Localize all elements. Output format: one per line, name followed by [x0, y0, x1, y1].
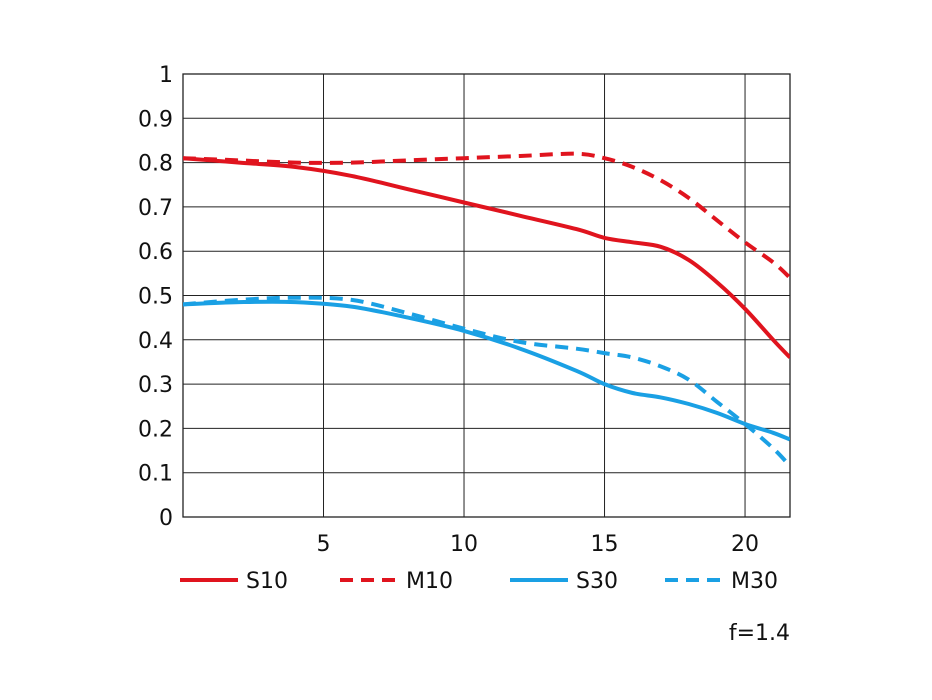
y-tick-label: 1: [159, 63, 173, 88]
series-line-s30: [183, 299, 790, 442]
legend-label-m30: M30: [731, 569, 778, 594]
y-tick-label: 0.4: [138, 329, 173, 354]
legend-label-s30: S30: [576, 569, 618, 594]
grid: [182, 73, 791, 518]
series-lines: [183, 151, 790, 468]
x-axis-ticks: 5 10 15 20: [317, 532, 760, 557]
y-tick-label: 0.8: [138, 152, 173, 177]
x-tick-label: 20: [731, 532, 759, 557]
y-tick-label: 0.2: [138, 417, 173, 442]
y-tick-label: 0: [159, 506, 173, 531]
y-tick-label: 0.3: [138, 373, 173, 398]
y-tick-label: 0.1: [138, 462, 173, 487]
aperture-annotation: f=1.4: [729, 621, 790, 646]
legend-label-m10: M10: [406, 569, 453, 594]
series-line-s10: [183, 156, 790, 359]
y-tick-label: 0.5: [138, 285, 173, 310]
y-tick-label: 0.6: [138, 240, 173, 265]
x-tick-label: 5: [317, 532, 331, 557]
y-axis-ticks: 0 0.1 0.2 0.3 0.4 0.5 0.6 0.7 0.8 0.9 1: [138, 63, 173, 531]
x-tick-label: 15: [591, 532, 619, 557]
y-tick-label: 0.9: [138, 107, 173, 132]
y-tick-label: 0.7: [138, 196, 173, 221]
x-tick-label: 10: [450, 532, 478, 557]
legend: S10 M10 S30 M30: [180, 569, 778, 594]
series-line-m10: [183, 151, 790, 280]
series-line-m30: [183, 295, 790, 468]
legend-label-s10: S10: [246, 569, 288, 594]
